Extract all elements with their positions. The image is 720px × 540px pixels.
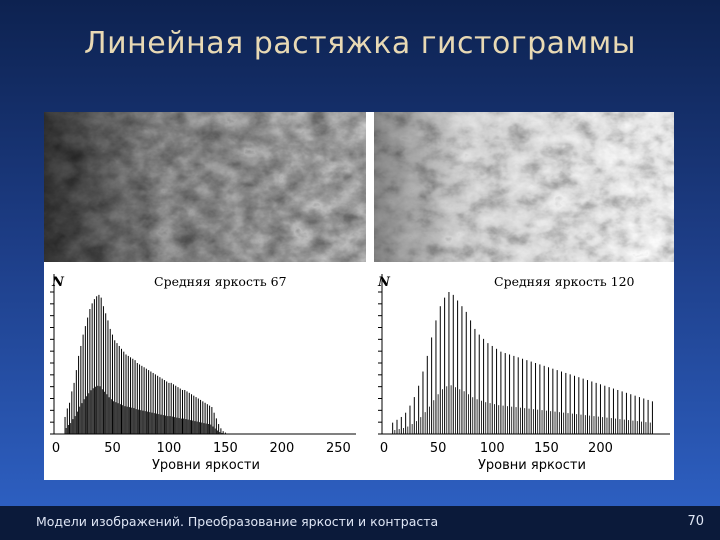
page-number: 70 [687,514,704,529]
x-tick-label: 50 [104,441,121,456]
x-axis-label: Уровни яркости [152,458,260,473]
histogram-caption: Средняя яркость 120 [494,274,635,289]
histogram-original: 0 50 100 150 200 250 N Средняя яркость 67 Уро… [44,262,366,480]
x-tick-label: 100 [157,441,182,456]
footer-bar: Модели изображений. Преобразование яркос… [0,506,720,540]
x-tick-label: 0 [52,441,60,456]
histogram-stretched-plot: 0 50 100 150 200 N Средняя яркость 120 Уровн… [377,274,670,473]
y-axis-label: N [377,275,391,290]
slide-title: Линейная растяжка гистограммы [84,26,636,61]
x-tick-label: 150 [213,441,238,456]
histogram-original-plot: 0 50 100 150 200 250 N Средняя яркость 67 Уро… [50,274,356,473]
x-tick-label: 0 [380,441,388,456]
x-tick-label: 250 [326,441,351,456]
x-tick-label: 50 [430,441,447,456]
footer-text: Модели изображений. Преобразование яркос… [36,514,439,529]
stretched-image [374,112,674,262]
x-tick-label: 200 [588,441,613,456]
original-image [44,112,366,262]
figure-panel: 0 50 100 150 200 250 N Средняя яркость 67 Уро… [44,112,674,480]
y-axis-label: N [51,275,65,290]
histogram-stretched: 0 50 100 150 200 N Средняя яркость 120 Уровн… [374,262,674,480]
x-axis-label: Уровни яркости [478,458,586,473]
x-tick-label: 100 [480,441,505,456]
x-tick-label: 200 [269,441,294,456]
x-tick-label: 150 [534,441,559,456]
histogram-caption: Средняя яркость 67 [154,274,287,289]
